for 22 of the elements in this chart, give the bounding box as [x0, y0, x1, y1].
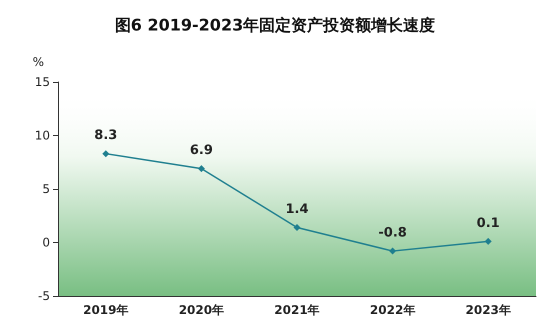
point: [294, 224, 300, 232]
data-label: -0.8: [378, 226, 407, 241]
y-axis-title: %: [32, 55, 44, 69]
x-tick-label: 2021年: [274, 303, 320, 317]
y-tick-label: 5: [42, 182, 50, 196]
y-tick-label: -5: [38, 289, 50, 303]
x-tick-label: 2023年: [465, 303, 511, 317]
y-tick-label: 10: [34, 128, 50, 142]
x-tick-label: 2019年: [83, 303, 129, 317]
point: [102, 150, 110, 158]
data-label: 1.4: [285, 202, 309, 218]
point: [389, 248, 396, 255]
point: [198, 165, 205, 172]
x-tick-label: 2022年: [370, 303, 416, 317]
data-label: 0.1: [476, 216, 500, 231]
data-label: 8.3: [94, 128, 118, 144]
chart-title: 图6 2019-2023年固定资产投资额增长速度: [114, 16, 436, 34]
point: [484, 238, 492, 245]
data-label: 6.9: [190, 143, 213, 158]
y-tick-label: 15: [34, 75, 50, 89]
x-tick-label: 2020年: [178, 303, 224, 317]
y-tick-label: 0: [42, 236, 50, 250]
